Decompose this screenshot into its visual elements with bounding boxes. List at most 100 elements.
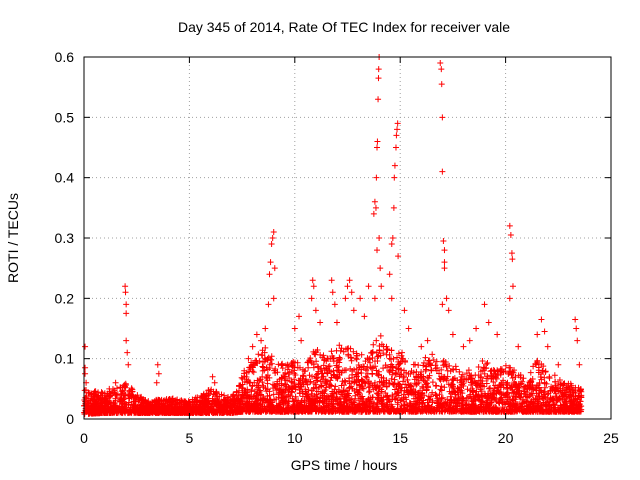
data-point [323, 358, 330, 365]
data-point [419, 408, 426, 415]
data-point [497, 382, 504, 389]
data-point [316, 384, 323, 391]
data-point [496, 399, 503, 406]
data-point [437, 386, 444, 393]
data-point [455, 408, 462, 415]
data-point [509, 403, 516, 410]
data-point [373, 349, 380, 356]
data-point [441, 247, 448, 254]
data-point [263, 388, 270, 395]
data-point [529, 400, 536, 407]
data-point [122, 289, 129, 296]
data-point [383, 393, 390, 400]
data-point [296, 390, 303, 397]
data-point [510, 389, 517, 396]
data-point [208, 407, 215, 414]
data-point [352, 395, 359, 402]
data-point [134, 409, 141, 416]
data-point [410, 369, 417, 376]
data-point [270, 391, 277, 398]
data-point [200, 397, 207, 404]
data-point [535, 382, 542, 389]
data-point [578, 392, 585, 399]
data-point [330, 371, 337, 378]
data-point [264, 393, 271, 400]
data-point [455, 391, 462, 398]
data-point [425, 393, 432, 400]
data-point [285, 391, 292, 398]
data-point [435, 398, 442, 405]
data-point [409, 406, 416, 413]
data-point [131, 398, 138, 405]
data-point [544, 343, 551, 350]
data-point [390, 355, 397, 362]
data-point [317, 319, 324, 326]
data-point [447, 393, 454, 400]
data-point [153, 397, 160, 404]
data-point [372, 204, 379, 211]
data-point [445, 408, 452, 415]
data-point [389, 235, 396, 241]
data-point [212, 409, 219, 416]
data-point [560, 380, 567, 387]
data-point [400, 355, 407, 362]
data-point [345, 351, 352, 358]
data-point [373, 174, 380, 181]
data-point [395, 380, 402, 387]
data-point [456, 387, 463, 394]
data-point [358, 351, 365, 358]
data-point [342, 379, 349, 386]
data-point [478, 374, 485, 381]
data-point [315, 388, 322, 395]
data-point [121, 401, 128, 408]
data-point [308, 390, 315, 397]
data-point [561, 389, 568, 396]
data-point [338, 345, 345, 352]
data-point [374, 358, 381, 365]
data-point [398, 352, 405, 359]
data-point [439, 394, 446, 401]
data-point [205, 387, 212, 394]
data-point [425, 402, 432, 409]
data-point [483, 395, 490, 402]
data-point [296, 313, 303, 320]
data-point [95, 403, 102, 410]
data-point [276, 402, 283, 409]
data-point [310, 283, 317, 290]
data-point [358, 376, 365, 383]
data-point [239, 391, 246, 398]
data-point [329, 289, 336, 296]
data-point [479, 378, 486, 385]
grid-lines [84, 57, 611, 419]
data-point [574, 408, 581, 415]
data-point [423, 387, 430, 394]
data-point [350, 307, 357, 314]
data-point [302, 407, 309, 414]
data-point [374, 391, 381, 398]
data-point [461, 407, 468, 414]
data-point [209, 395, 216, 402]
data-point [350, 348, 357, 355]
data-point [313, 391, 320, 398]
data-point [379, 382, 386, 389]
data-point [93, 409, 100, 416]
data-point [360, 385, 367, 392]
data-point [395, 253, 402, 260]
data-point [388, 347, 395, 354]
data-point [121, 383, 128, 390]
data-point [490, 408, 497, 415]
data-point [299, 393, 306, 400]
data-point [432, 383, 439, 390]
data-point [357, 295, 364, 302]
data-point [365, 283, 372, 290]
data-point [193, 397, 200, 404]
data-point [374, 144, 381, 151]
data-point [156, 396, 163, 403]
data-point [268, 241, 275, 248]
data-point [574, 337, 581, 344]
data-point [101, 408, 108, 415]
data-point [362, 358, 369, 365]
data-point [499, 407, 506, 414]
data-point [388, 375, 395, 382]
